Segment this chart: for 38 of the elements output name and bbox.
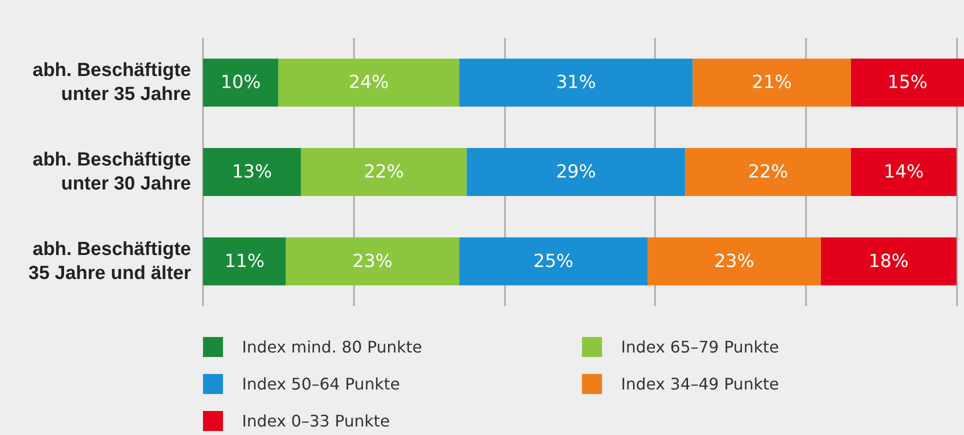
data-label: 24% [348,72,389,94]
data-label: 22% [748,162,788,182]
bar [300,148,467,196]
data-label: 21% [752,72,792,94]
bar [466,148,686,196]
data-label: 18% [868,250,909,272]
legend-label: Index 34–49 Punkte [621,374,779,394]
data-label: 10% [220,72,261,94]
bar [692,58,851,107]
bar [459,237,648,286]
bar [850,58,964,107]
bar [459,58,693,107]
legend-label: Index 65–79 Punkte [621,338,779,356]
legend-label: Index 0–33 Punkte [242,412,390,430]
data-label: 25% [533,250,574,272]
bar [203,148,301,196]
data-label: 13% [232,162,272,182]
y-tick-label: abh. Beschäftigte unter 30 Jahre [32,150,191,194]
bar [850,148,956,196]
legend-label: Index 50–64 Punkte [242,374,400,394]
y-tick-label: abh. Beschäftigte 35 Jahre und älter [28,238,192,284]
bar [286,237,460,286]
y-tick-label: abh. Beschäftigte unter 35 Jahre [32,60,191,106]
data-label: 22% [364,162,404,182]
bar [685,148,851,196]
legend-label: Index mind. 80 Punkte [242,338,422,356]
data-label: 31% [556,72,596,94]
data-label: 11% [224,250,264,272]
data-label: 29% [556,162,596,182]
bar [203,58,278,107]
data-label: 23% [714,250,754,272]
bar [820,237,956,286]
bar [203,237,286,286]
data-label: 15% [887,72,928,94]
data-label: 14% [884,162,924,182]
bar [648,237,821,286]
data-label: 23% [352,250,393,272]
bar [278,58,460,107]
